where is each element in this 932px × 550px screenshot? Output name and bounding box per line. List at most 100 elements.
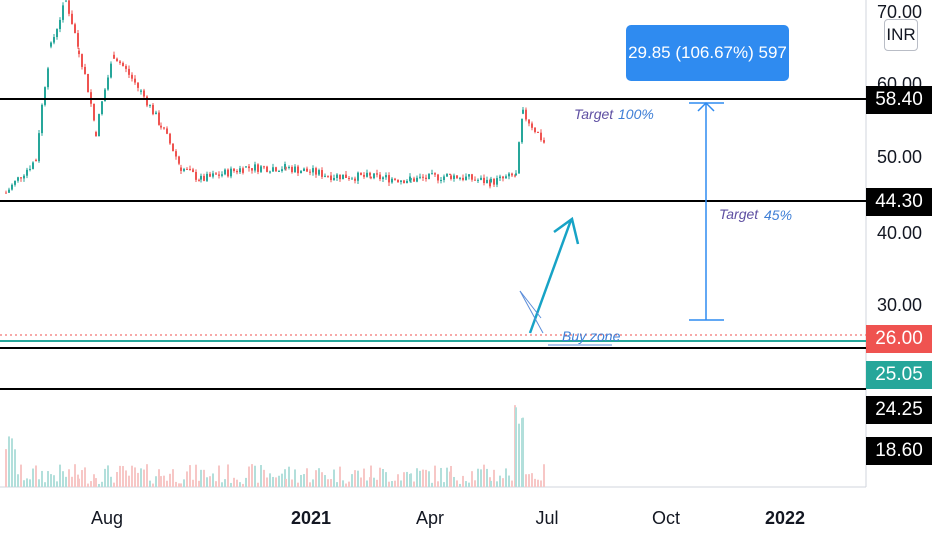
- volume-bar: [90, 481, 92, 487]
- candle-body: [333, 177, 335, 181]
- y-label-50: 50.00: [877, 147, 923, 167]
- volume-bar: [515, 407, 517, 487]
- candle-body: [116, 58, 118, 62]
- volume-bar: [175, 481, 177, 487]
- candle-body: [453, 175, 455, 179]
- candle-body: [511, 173, 513, 176]
- candle-body: [53, 37, 55, 43]
- volume-bar: [434, 465, 436, 487]
- volume-bar: [104, 468, 106, 487]
- volume-bar: [348, 481, 350, 487]
- volume-bar: [20, 464, 22, 487]
- volume-bar: [413, 481, 415, 487]
- volume-bar: [511, 480, 513, 487]
- volume-bar: [385, 472, 387, 487]
- candle-body: [312, 168, 314, 173]
- volume-bar: [131, 465, 133, 487]
- x-label-jul: Jul: [535, 508, 559, 528]
- candle-body: [62, 5, 64, 20]
- candle-body: [449, 173, 451, 175]
- candle-body: [303, 168, 305, 172]
- volume-bar: [260, 465, 262, 487]
- volume-bar: [180, 483, 182, 487]
- volume-bar: [74, 464, 76, 487]
- volume-bar: [206, 477, 208, 487]
- x-label-2022: 2022: [764, 508, 806, 528]
- candle-body: [285, 167, 287, 169]
- volume-bar: [192, 479, 194, 487]
- candle-body: [257, 164, 259, 172]
- candle-body: [198, 179, 200, 181]
- candle-body: [357, 172, 359, 181]
- volume-bar: [456, 480, 458, 487]
- target-100-percent: 100%: [618, 106, 654, 122]
- candle-body: [522, 109, 524, 114]
- candle-body: [218, 174, 220, 176]
- candlesticks: [5, 0, 545, 194]
- candle-body: [29, 168, 31, 170]
- volume-bar: [291, 479, 293, 487]
- volume-bar: [493, 469, 495, 487]
- volume-bar: [155, 476, 157, 487]
- currency-badge[interactable]: INR: [884, 19, 918, 51]
- candle-body: [376, 173, 378, 175]
- candle-body: [192, 169, 194, 172]
- volume-bar: [242, 483, 244, 487]
- volume-bar: [518, 423, 520, 487]
- candle-body: [339, 174, 341, 180]
- volume-bar: [450, 465, 452, 487]
- candle-body: [431, 173, 433, 175]
- volume-bar: [406, 471, 408, 487]
- volume-bar: [394, 480, 396, 487]
- candle-body: [416, 177, 418, 182]
- candle-body: [14, 180, 16, 185]
- volume-bar: [172, 469, 174, 487]
- volume-bar: [17, 474, 19, 487]
- volume-bar: [158, 469, 160, 487]
- candle-body: [140, 90, 142, 92]
- candle-body: [450, 175, 452, 179]
- volume-bar: [5, 449, 7, 487]
- candle-body: [300, 171, 302, 174]
- x-label-apr: Apr: [415, 508, 445, 528]
- candle-body: [397, 179, 399, 183]
- candle-body: [468, 174, 470, 177]
- volume-bar: [336, 482, 338, 487]
- volume-bar: [8, 436, 10, 487]
- volume-bar: [453, 476, 455, 487]
- volume-bar: [93, 474, 95, 487]
- candle-body: [200, 175, 202, 180]
- candle-body: [360, 172, 362, 175]
- candle-body: [297, 166, 299, 174]
- candle-body: [291, 166, 293, 173]
- candle-body: [327, 175, 329, 177]
- candle-body: [122, 62, 124, 67]
- candle-body: [134, 78, 136, 83]
- candle-body: [434, 173, 436, 175]
- candle-body: [419, 176, 421, 178]
- volume-bar: [525, 474, 527, 487]
- volume-bar: [363, 468, 365, 487]
- volume-bar: [266, 477, 268, 487]
- candle-body: [8, 189, 10, 193]
- candle-body: [269, 171, 271, 173]
- projection-arrow: [528, 216, 580, 334]
- volume-bar: [540, 480, 542, 487]
- candle-body: [462, 177, 464, 180]
- candle-body: [278, 171, 280, 173]
- volume-bar: [152, 483, 154, 487]
- candle-body: [330, 175, 332, 181]
- volume-bar: [251, 464, 253, 487]
- candle-body: [5, 192, 7, 194]
- candle-body: [110, 63, 112, 78]
- volume-bar: [23, 480, 25, 487]
- volume-bar: [281, 473, 283, 487]
- candle-body: [260, 166, 262, 172]
- volume-bar: [41, 470, 43, 487]
- volume-bar: [209, 476, 211, 487]
- candle-body: [172, 143, 174, 152]
- volume-bar: [178, 483, 180, 487]
- y-label-70: 70.00: [877, 2, 923, 22]
- volume-bar: [397, 474, 399, 487]
